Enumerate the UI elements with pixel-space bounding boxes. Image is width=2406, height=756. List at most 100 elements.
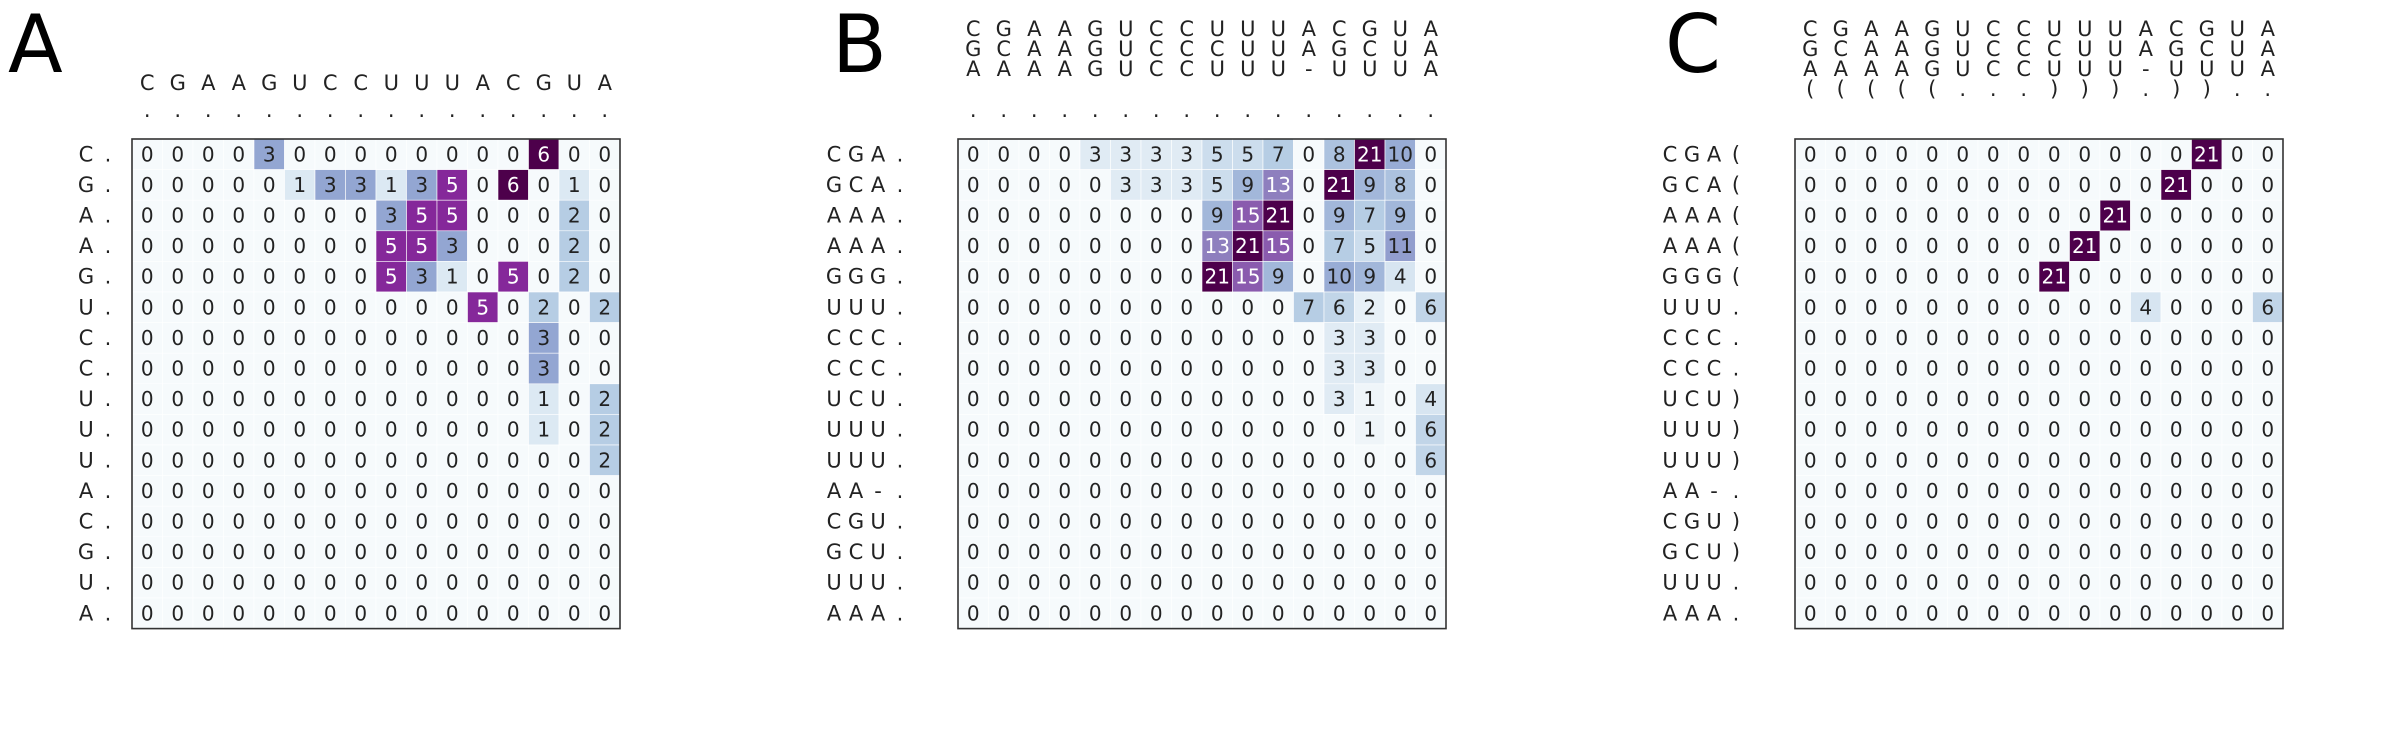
heatmap-cell <box>497 261 529 293</box>
cell-value: 0 <box>967 540 980 564</box>
column-label: . <box>1366 98 1373 122</box>
cell-value: 0 <box>2231 601 2244 625</box>
cell-value: 0 <box>1302 479 1315 503</box>
cell-value: 0 <box>171 234 184 258</box>
heatmap-cell <box>314 383 346 415</box>
column-label: A <box>1424 37 1439 61</box>
cell-value: 0 <box>202 540 215 564</box>
cell-value: 0 <box>293 387 306 411</box>
heatmap-cell <box>2038 597 2070 629</box>
heatmap-cell <box>1886 567 1918 599</box>
heatmap-cell <box>1947 444 1979 476</box>
row-label: C <box>849 357 864 381</box>
cell-value: 0 <box>1424 510 1437 534</box>
heatmap-cell <box>2008 199 2040 232</box>
column-label: C <box>1149 37 1164 61</box>
cell-value: 0 <box>568 142 581 166</box>
heatmap-cell <box>1354 169 1386 201</box>
cell-value: 0 <box>171 326 184 350</box>
cell-value: 0 <box>415 540 428 564</box>
row-label: C <box>849 540 864 564</box>
cell-value: 0 <box>1272 571 1285 595</box>
cell-value: 0 <box>1895 295 1908 319</box>
column-label: G <box>1362 17 1378 41</box>
cell-value: 0 <box>1895 357 1908 381</box>
cell-value: 0 <box>1302 448 1315 472</box>
cell-value: 0 <box>967 418 980 442</box>
row-label: . <box>105 295 112 319</box>
heatmap-cell <box>988 444 1020 476</box>
row-label: . <box>897 479 904 503</box>
heatmap-cell <box>1323 567 1355 599</box>
heatmap-cell <box>1171 475 1203 507</box>
cell-value: 0 <box>415 601 428 625</box>
heatmap-cell <box>162 536 194 568</box>
cell-value: 0 <box>2078 265 2091 289</box>
heatmap-cell <box>467 444 499 476</box>
cell-value: 0 <box>2200 204 2213 228</box>
cell-value: 3 <box>1333 387 1346 411</box>
row-label: . <box>1733 571 1740 595</box>
cell-value: 0 <box>2261 142 2274 166</box>
heatmap-cell <box>1049 567 1081 599</box>
column-label: C <box>1803 17 1818 41</box>
cell-value: 0 <box>1865 142 1878 166</box>
cell-value: 0 <box>1302 387 1315 411</box>
cell-value: 0 <box>967 173 980 197</box>
cell-value: 0 <box>2048 326 2061 350</box>
row-label: A <box>871 142 886 166</box>
cell-value: 0 <box>385 510 398 534</box>
cell-value: 0 <box>1028 510 1041 534</box>
heatmap-cell <box>1293 199 1325 232</box>
cell-value: 0 <box>2017 571 2030 595</box>
cell-value: 0 <box>1424 357 1437 381</box>
column-label: C <box>2199 37 2214 61</box>
cell-value: 0 <box>1302 204 1315 228</box>
heatmap-cell <box>1794 230 1826 262</box>
row-label: . <box>105 418 112 442</box>
heatmap-cell <box>345 414 377 446</box>
heatmap-cell <box>1079 169 1111 201</box>
heatmap-cell <box>2008 414 2040 446</box>
heatmap-cell <box>1110 567 1142 599</box>
row-label: A <box>849 234 864 258</box>
row-label: ) <box>1732 540 1740 564</box>
column-label: U <box>1271 17 1286 41</box>
heatmap-cell <box>2069 291 2101 323</box>
cell-value: 0 <box>1363 571 1376 595</box>
heatmap-cell <box>467 322 499 354</box>
cell-value: 0 <box>1804 142 1817 166</box>
heatmap-cell <box>1977 199 2009 232</box>
cell-value: 0 <box>2078 571 2091 595</box>
heatmap-cell <box>284 536 316 568</box>
cell-value: 3 <box>415 265 428 289</box>
cell-value: 0 <box>293 601 306 625</box>
column-label: U <box>1393 17 1408 41</box>
cell-value: 0 <box>2109 357 2122 381</box>
column-label: A <box>201 71 216 95</box>
heatmap-cell <box>1415 383 1447 415</box>
cell-value: 0 <box>1895 418 1908 442</box>
row-label: U <box>826 571 841 595</box>
cell-value: 0 <box>354 571 367 595</box>
heatmap-cell <box>1977 475 2009 507</box>
heatmap-cell <box>1384 597 1416 629</box>
heatmap-cell <box>1384 199 1416 232</box>
heatmap-cell <box>2130 199 2162 232</box>
cell-value: 0 <box>1956 448 1969 472</box>
heatmap-cell <box>1886 536 1918 568</box>
cell-value: 0 <box>2231 571 2244 595</box>
heatmap-cell <box>2099 322 2131 354</box>
cell-value: 0 <box>293 204 306 228</box>
cell-value: 0 <box>171 357 184 381</box>
heatmap-cell <box>162 138 194 170</box>
row-label: U <box>1706 571 1721 595</box>
row-label: C <box>1663 357 1678 381</box>
cell-value: 0 <box>1956 510 1969 534</box>
cell-value: 0 <box>354 295 367 319</box>
cell-value: 0 <box>1180 265 1193 289</box>
cell-value: 0 <box>1241 479 1254 503</box>
row-label: . <box>1733 357 1740 381</box>
row-label: ( <box>1732 265 1740 289</box>
cell-value: 0 <box>2017 295 2030 319</box>
